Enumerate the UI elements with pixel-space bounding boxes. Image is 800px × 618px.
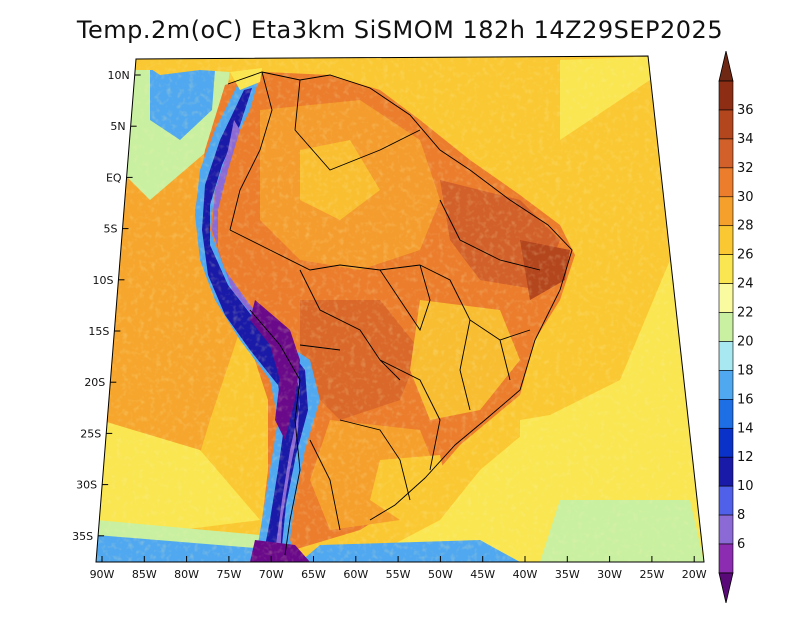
colorbar-segment <box>718 283 734 313</box>
colorbar-label: 22 <box>737 306 754 321</box>
colorbar-segment <box>718 370 734 400</box>
colorbar-label: 36 <box>737 103 754 118</box>
colorbar-segment <box>718 399 734 429</box>
colorbar-label: 30 <box>737 190 754 205</box>
lat-tick-label: 5S <box>104 223 118 236</box>
colorbar-label: 28 <box>737 219 754 234</box>
colorbar-segment <box>718 138 734 169</box>
colorbar-label: 10 <box>737 479 754 494</box>
lat-tick-label: 25S <box>80 427 101 440</box>
lon-tick-label: 30W <box>597 568 622 581</box>
colorbar-label: 18 <box>737 363 754 378</box>
colorbar-segment <box>718 427 734 458</box>
colorbar-segment <box>718 254 734 284</box>
colorbar-label: 34 <box>737 132 754 147</box>
colorbar-label: 32 <box>737 161 754 176</box>
temperature-field <box>96 56 704 562</box>
map-frame <box>95 55 705 563</box>
colorbar-under-triangle <box>718 572 734 604</box>
lon-tick-label: 70W <box>259 568 284 581</box>
lon-tick-label: 85W <box>132 568 157 581</box>
lat-tick-label: 30S <box>76 479 97 492</box>
colorbar-segment <box>718 514 734 545</box>
lon-tick-label: 80W <box>174 568 199 581</box>
lat-tick-label: 10N <box>107 69 129 82</box>
latitude-axis: 10N 5N EQ 5S 10S 15S 20S 25S 30S 35S <box>72 69 141 543</box>
lat-tick-label: 10S <box>92 274 113 287</box>
lon-tick-label: 45W <box>470 568 495 581</box>
lon-tick-label: 20W <box>682 568 707 581</box>
colorbar-segment <box>718 312 734 342</box>
colorbar-label: 20 <box>737 334 754 349</box>
lon-tick-label: 90W <box>90 568 115 581</box>
colorbar-segment <box>718 196 734 227</box>
longitude-axis: 90W 85W 80W 75W 70W 65W 60W 55W 50W 45W 40W 35W 30W 2… <box>90 556 707 581</box>
colorbar-segment <box>718 485 734 516</box>
lat-tick-label: EQ <box>106 171 122 184</box>
colorbar: 36 34 32 30 28 26 24 22 20 18 16 14 12 10 8 6 <box>718 50 754 604</box>
lon-tick-label: 60W <box>343 568 368 581</box>
colorbar-segment <box>718 456 734 487</box>
colorbar-label: 14 <box>737 421 754 436</box>
lat-tick-label: 5N <box>110 120 125 133</box>
colorbar-label: 8 <box>737 508 745 523</box>
lat-tick-label: 20S <box>84 376 105 389</box>
colorbar-segment <box>718 167 734 198</box>
lat-tick-label: 15S <box>88 325 109 338</box>
lon-tick-label: 50W <box>428 568 453 581</box>
colorbar-label: 6 <box>737 537 745 552</box>
lon-tick-label: 25W <box>639 568 664 581</box>
colorbar-over-triangle <box>718 50 734 82</box>
colorbar-segment <box>718 341 734 371</box>
colorbar-segment <box>718 225 734 255</box>
lon-tick-label: 75W <box>216 568 241 581</box>
colorbar-segment <box>718 109 734 140</box>
colorbar-label: 26 <box>737 248 754 263</box>
lon-tick-label: 65W <box>301 568 326 581</box>
colorbar-label: 12 <box>737 450 754 465</box>
lon-tick-label: 35W <box>555 568 580 581</box>
colorbar-label: 24 <box>737 277 754 292</box>
colorbar-segment <box>718 80 734 111</box>
map-title: Temp.2m(oC) Eta3km SiSMOM 182h 14Z29SEP2… <box>76 16 724 44</box>
lon-tick-label: 40W <box>513 568 538 581</box>
colorbar-segment <box>718 543 734 574</box>
colorbar-label: 16 <box>737 392 754 407</box>
lat-tick-label: 35S <box>72 530 93 543</box>
lon-tick-label: 55W <box>386 568 411 581</box>
country-borders <box>227 71 573 556</box>
